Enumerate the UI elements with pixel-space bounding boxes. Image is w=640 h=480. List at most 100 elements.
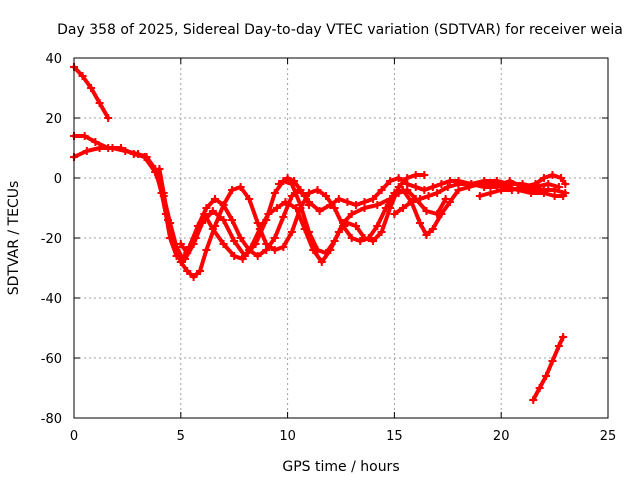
data-point [343,219,352,227]
data-point [202,204,211,212]
data-point [445,198,454,206]
data-point [208,207,217,215]
x-axis-label: GPS time / hours [282,459,399,475]
data-point [189,273,198,281]
data-point [398,186,407,194]
data-point [78,72,87,80]
data-point [539,174,548,182]
data-point [347,210,356,218]
data-point [228,216,237,224]
y-tick-label: -60 [41,352,62,367]
data-point [377,186,386,194]
x-tick-label: 15 [386,429,403,444]
data-point [275,180,284,188]
data-point [518,183,527,191]
data-point [326,201,335,209]
data-point [82,147,91,155]
data-point [330,204,339,212]
data-point [535,384,544,392]
data-point [292,204,301,212]
data-point [236,234,245,242]
data-point [219,240,228,248]
data-point [411,183,420,191]
data-point [238,255,247,263]
series-line [72,65,111,120]
data-point [283,174,292,182]
data-point [253,252,262,260]
data-point [304,198,313,206]
data-point [87,84,96,92]
series-trace-9 [529,333,568,404]
data-point [183,249,192,257]
data-point [390,210,399,218]
data-point [343,198,352,206]
ticks-layer: 0 5 10 15 20 25 -80 -60 -40 -20 0 20 40 [41,52,617,444]
data-point [373,201,382,209]
data-point [422,231,431,239]
data-point [531,180,540,188]
data-point [191,234,200,242]
data-point [208,225,217,233]
data-point [542,372,551,380]
data-point [196,267,205,275]
data-point [183,267,192,275]
data-point [279,213,288,221]
data-point [155,165,164,173]
data-point [407,198,416,206]
data-point [416,219,425,227]
y-axis-label: SDTVAR / TECUs [6,181,22,296]
data-point [416,195,425,203]
data-point [304,189,313,197]
series-trace-1 [70,63,113,122]
data-point [270,189,279,197]
data-point [279,243,288,251]
data-point [411,171,420,179]
data-point [360,234,369,242]
data-point [253,219,262,227]
data-point [309,246,318,254]
data-point [181,255,190,263]
x-tick-label: 25 [600,429,617,444]
data-point [356,237,365,245]
data-point [360,198,369,206]
data-point [230,252,239,260]
data-point [264,210,273,218]
series-trace-8 [475,183,570,200]
data-point [200,210,209,218]
data-point [287,228,296,236]
data-point [236,183,245,191]
data-point [134,150,143,158]
data-point [300,225,309,233]
data-point [561,180,570,188]
data-point [108,144,117,152]
data-point [386,204,395,212]
data-point [104,114,113,122]
data-point [176,258,185,266]
grid-layer [74,58,608,418]
data-point [433,189,442,197]
data-point [424,192,433,200]
data-point [121,147,130,155]
chart-title: Day 358 of 2025, Sidereal Day-to-day VTE… [57,22,623,38]
data-point [394,183,403,191]
data-point [561,189,570,197]
y-tick-label: 40 [45,52,62,67]
data-point [420,186,429,194]
data-point [80,132,89,140]
data-point [437,210,446,218]
data-point [262,240,271,248]
data-point [176,240,185,248]
data-point [95,144,104,152]
y-tick-label: 0 [54,172,62,187]
data-point [437,180,446,188]
data-point [403,180,412,188]
data-point [544,180,553,188]
data-point [230,237,239,245]
data-point [202,246,211,254]
data-point [315,207,324,215]
data-point [443,183,452,191]
data-point [420,171,429,179]
data-point [386,177,395,185]
y-tick-label: -80 [41,412,62,427]
